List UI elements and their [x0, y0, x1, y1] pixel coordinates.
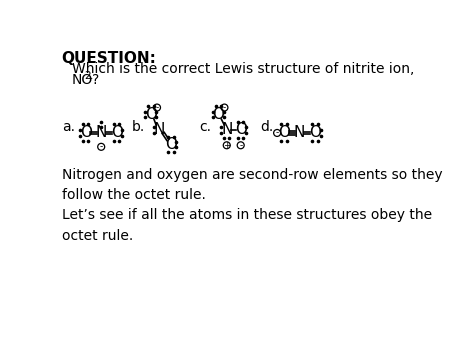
Text: O: O — [111, 125, 123, 141]
Text: O: O — [212, 107, 224, 122]
Text: -: - — [275, 128, 279, 138]
Text: N: N — [221, 122, 233, 137]
Text: b.: b. — [131, 120, 145, 134]
Text: O: O — [165, 137, 177, 152]
Text: O: O — [145, 107, 157, 122]
Text: d.: d. — [260, 120, 273, 134]
Text: N: N — [294, 125, 305, 141]
Text: -: - — [88, 73, 92, 83]
Text: -: - — [155, 103, 158, 112]
Text: O: O — [80, 125, 92, 141]
Text: Which is the correct Lewis structure of nitrite ion,: Which is the correct Lewis structure of … — [72, 62, 414, 76]
Text: a.: a. — [62, 120, 75, 134]
Text: N: N — [153, 122, 165, 137]
Text: O: O — [278, 125, 290, 141]
Text: Nitrogen and oxygen are second-row elements so they
follow the octet rule.
Let’s: Nitrogen and oxygen are second-row eleme… — [62, 168, 442, 243]
Text: -: - — [239, 141, 243, 150]
Text: -: - — [223, 103, 226, 112]
Text: ?: ? — [92, 73, 99, 87]
Text: -: - — [99, 142, 103, 151]
Text: N: N — [95, 125, 107, 141]
Text: +: + — [223, 141, 230, 150]
Text: QUESTION:: QUESTION: — [62, 51, 157, 66]
Text: NO: NO — [72, 73, 93, 87]
Text: c.: c. — [200, 120, 212, 134]
Text: O: O — [309, 125, 321, 141]
Text: 2: 2 — [84, 71, 91, 80]
Text: O: O — [235, 122, 247, 137]
